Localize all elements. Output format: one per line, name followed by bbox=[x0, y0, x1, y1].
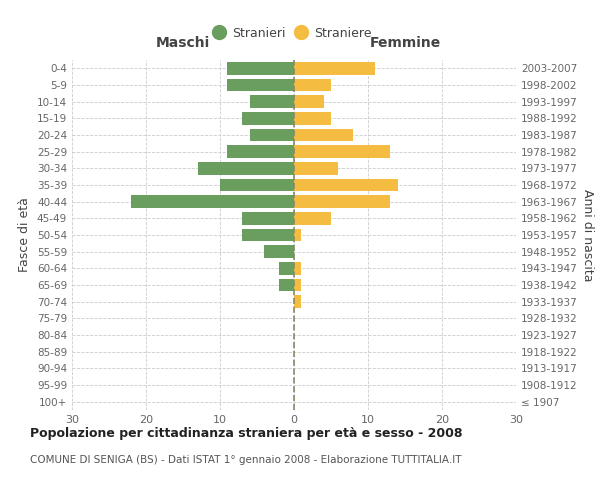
Y-axis label: Anni di nascita: Anni di nascita bbox=[581, 188, 594, 281]
Text: Popolazione per cittadinanza straniera per età e sesso - 2008: Popolazione per cittadinanza straniera p… bbox=[30, 428, 463, 440]
Bar bbox=[294, 162, 338, 174]
Bar bbox=[250, 96, 294, 108]
Bar bbox=[294, 62, 376, 74]
Bar bbox=[294, 212, 331, 224]
Bar bbox=[294, 129, 353, 141]
Text: COMUNE DI SENIGA (BS) - Dati ISTAT 1° gennaio 2008 - Elaborazione TUTTITALIA.IT: COMUNE DI SENIGA (BS) - Dati ISTAT 1° ge… bbox=[30, 455, 461, 465]
Bar bbox=[250, 129, 294, 141]
Bar bbox=[242, 229, 294, 241]
Bar bbox=[279, 279, 294, 291]
Text: Femmine: Femmine bbox=[370, 36, 440, 50]
Bar bbox=[265, 246, 294, 258]
Y-axis label: Fasce di età: Fasce di età bbox=[19, 198, 31, 272]
Bar bbox=[294, 296, 301, 308]
Bar bbox=[294, 196, 390, 208]
Bar bbox=[279, 262, 294, 274]
Bar bbox=[294, 179, 398, 192]
Bar bbox=[227, 146, 294, 158]
Bar bbox=[294, 262, 301, 274]
Bar bbox=[220, 179, 294, 192]
Bar bbox=[294, 279, 301, 291]
Bar bbox=[242, 212, 294, 224]
Bar bbox=[294, 229, 301, 241]
Bar bbox=[242, 112, 294, 124]
Legend: Stranieri, Straniere: Stranieri, Straniere bbox=[210, 21, 378, 46]
Bar bbox=[294, 79, 331, 92]
Bar bbox=[198, 162, 294, 174]
Bar bbox=[294, 146, 390, 158]
Text: Maschi: Maschi bbox=[156, 36, 210, 50]
Bar bbox=[131, 196, 294, 208]
Bar bbox=[227, 62, 294, 74]
Bar bbox=[294, 96, 323, 108]
Bar bbox=[227, 79, 294, 92]
Bar bbox=[294, 112, 331, 124]
